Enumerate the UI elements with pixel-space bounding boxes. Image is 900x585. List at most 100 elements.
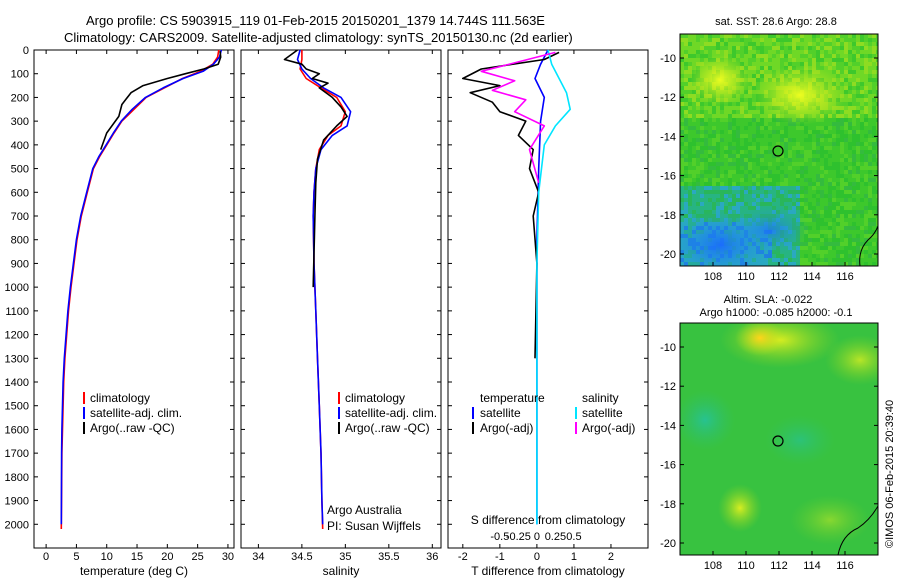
- sst-pixel: [868, 234, 872, 238]
- sst-pixel: [716, 142, 720, 146]
- sst-pixel: [832, 206, 836, 210]
- sst-pixel: [720, 46, 724, 50]
- sst-pixel: [776, 42, 780, 46]
- sst-pixel: [792, 190, 796, 194]
- sst-pixel: [860, 214, 864, 218]
- sst-pixel: [688, 122, 692, 126]
- sst-pixel: [828, 150, 832, 154]
- sst-pixel: [780, 46, 784, 50]
- sst-pixel: [856, 74, 860, 78]
- sst-pixel: [792, 198, 796, 202]
- sst-pixel: [692, 106, 696, 110]
- sst-pixel: [824, 162, 828, 166]
- sst-pixel: [780, 58, 784, 62]
- sst-pixel: [852, 174, 856, 178]
- sst-pixel: [844, 182, 848, 186]
- sst-pixel: [864, 202, 868, 206]
- sst-pixel: [812, 142, 816, 146]
- sst-pixel: [692, 194, 696, 198]
- sst-pixel: [868, 118, 872, 122]
- sst-pixel: [836, 214, 840, 218]
- sst-pixel: [868, 250, 872, 254]
- sst-pixel: [828, 186, 832, 190]
- sst-pixel: [876, 34, 878, 38]
- sst-pixel: [764, 202, 768, 206]
- sst-pixel: [800, 174, 804, 178]
- sst-pixel: [740, 198, 744, 202]
- sst-pixel: [828, 222, 832, 226]
- sst-pixel: [716, 114, 720, 118]
- sst-pixel: [856, 214, 860, 218]
- sst-pixel: [864, 50, 868, 54]
- sst-pixel: [740, 122, 744, 126]
- x-tick-label: -1: [495, 551, 505, 563]
- sst-pixel: [740, 134, 744, 138]
- sst-pixel: [768, 58, 772, 62]
- sst-pixel: [740, 110, 744, 114]
- sst-pixel: [720, 166, 724, 170]
- sst-pixel: [716, 178, 720, 182]
- sst-pixel: [784, 202, 788, 206]
- sst-pixel: [684, 162, 688, 166]
- sst-pixel: [764, 170, 768, 174]
- sst-pixel: [808, 242, 812, 246]
- sst-pixel: [720, 178, 724, 182]
- sst-pixel: [856, 46, 860, 50]
- sst-pixel: [744, 170, 748, 174]
- sst-pixel: [700, 206, 704, 210]
- sst-pixel: [836, 186, 840, 190]
- sst-pixel: [872, 186, 876, 190]
- sst-pixel: [832, 174, 836, 178]
- sst-pixel: [756, 150, 760, 154]
- sst-pixel: [748, 158, 752, 162]
- sst-pixel: [728, 198, 732, 202]
- sst-pixel: [680, 142, 684, 146]
- sst-pixel: [688, 126, 692, 130]
- sst-pixel: [856, 162, 860, 166]
- sst-pixel: [852, 170, 856, 174]
- sst-pixel: [704, 138, 708, 142]
- sst-pixel: [860, 70, 864, 74]
- sst-pixel: [752, 58, 756, 62]
- sst-pixel: [692, 174, 696, 178]
- sst-pixel: [812, 158, 816, 162]
- x-tick-label: 5: [73, 551, 79, 563]
- sst-pixel: [840, 134, 844, 138]
- sst-pixel: [848, 254, 852, 258]
- sst-pixel: [748, 66, 752, 70]
- sst-pixel: [692, 166, 696, 170]
- sst-pixel: [696, 50, 700, 54]
- sst-pixel: [792, 194, 796, 198]
- sst-pixel: [864, 178, 868, 182]
- sst-pixel: [828, 258, 832, 262]
- sst-pixel: [840, 154, 844, 158]
- sst-pixel: [684, 142, 688, 146]
- sst-pixel: [812, 230, 816, 234]
- s-diff-tick-label: -0.25: [506, 531, 531, 543]
- sst-pixel: [692, 206, 696, 210]
- sst-pixel: [732, 206, 736, 210]
- sst-pixel: [748, 90, 752, 94]
- sst-pixel: [840, 58, 844, 62]
- sst-pixel: [816, 254, 820, 258]
- sst-pixel: [872, 202, 876, 206]
- map-x-tick-label: 112: [770, 560, 788, 572]
- sst-pixel: [872, 154, 876, 158]
- sst-pixel: [772, 126, 776, 130]
- sst-pixel: [752, 118, 756, 122]
- sst-pixel: [748, 194, 752, 198]
- sst-pixel: [836, 50, 840, 54]
- sst-pixel: [788, 126, 792, 130]
- sst-pixel: [724, 42, 728, 46]
- sst-pixel: [740, 166, 744, 170]
- sst-pixel: [816, 234, 820, 238]
- sst-pixel: [712, 170, 716, 174]
- sst-pixel: [740, 142, 744, 146]
- sst-pixel: [716, 122, 720, 126]
- sst-pixel: [728, 126, 732, 130]
- sst-pixel: [712, 46, 716, 50]
- sst-pixel: [832, 234, 836, 238]
- sst-pixel: [872, 146, 876, 150]
- sst-pixel: [748, 162, 752, 166]
- sst-pixel: [776, 194, 780, 198]
